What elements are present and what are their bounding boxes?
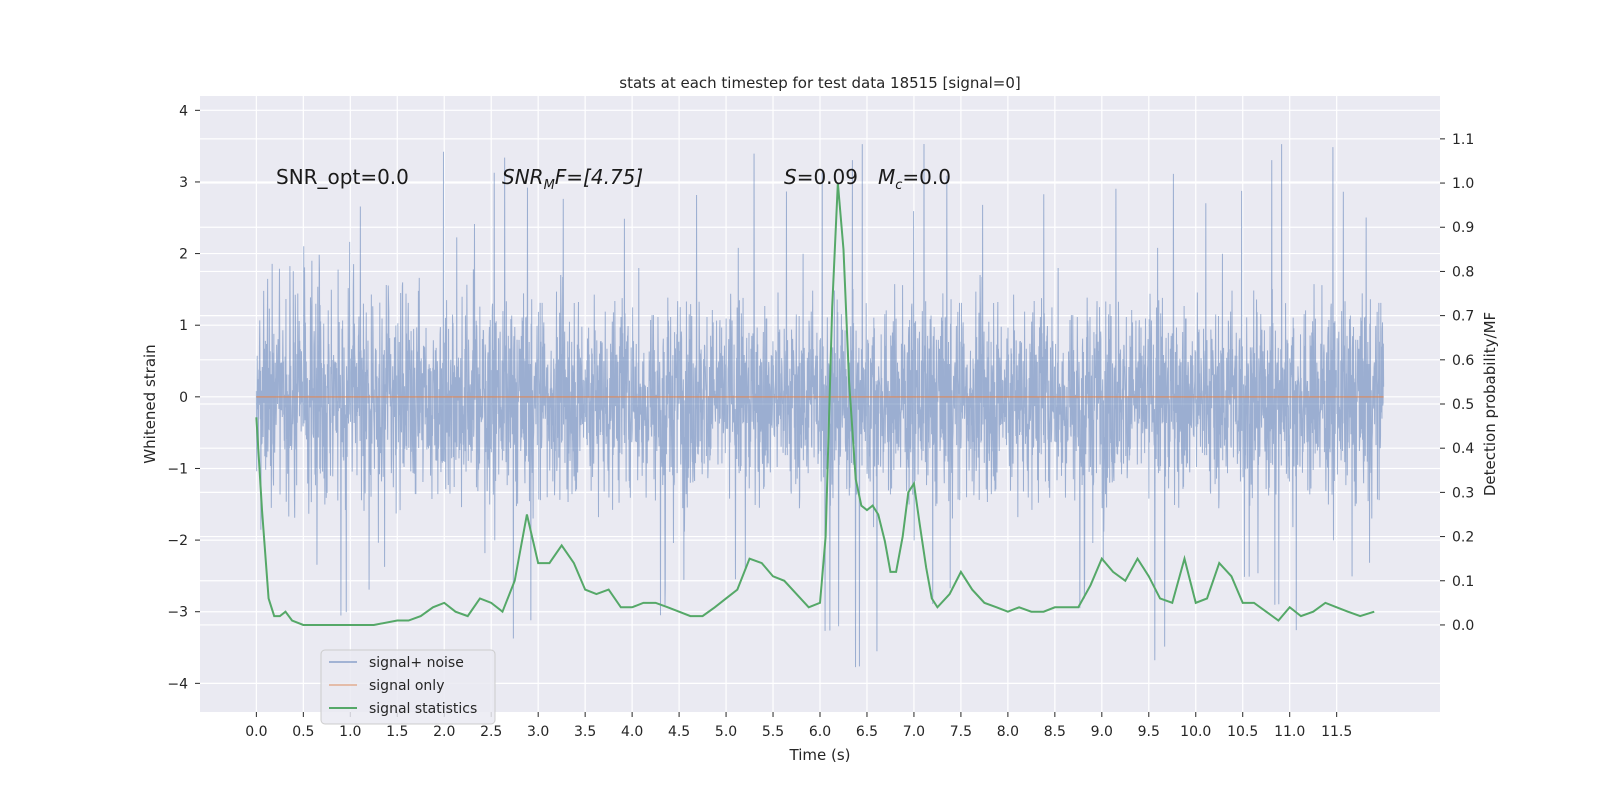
legend-label-signal-statistics: signal statistics [369, 701, 477, 717]
y2-tick-label: 0.5 [1452, 397, 1474, 413]
x-tick-label: 2.5 [480, 724, 502, 740]
x-tick-label: 4.0 [621, 724, 643, 740]
x-tick-label: 1.0 [339, 724, 361, 740]
y-tick-label: 0 [179, 390, 188, 406]
x-tick-label: 4.5 [668, 724, 690, 740]
x-tick-label: 3.5 [574, 724, 596, 740]
chart-title: stats at each timestep for test data 185… [619, 74, 1020, 92]
y2-tick-label: 0.9 [1452, 220, 1474, 236]
x-tick-label: 2.0 [433, 724, 455, 740]
y-tick-label: −4 [167, 676, 188, 692]
legend-label-signal-noise: signal+ noise [369, 655, 464, 671]
y2-tick-label: 1.1 [1452, 132, 1474, 148]
series-signal-statistics [255, 182, 1375, 626]
y2-tick-label: 0.6 [1452, 353, 1474, 369]
y2-tick-label: 0.8 [1452, 264, 1474, 280]
x-tick-label: 8.5 [1044, 724, 1066, 740]
x-tick-label: 7.5 [950, 724, 972, 740]
x-tick-label: 10.0 [1180, 724, 1211, 740]
annotation-s: S=0.09 [784, 165, 858, 189]
annotation-mc: Mc=0.0 [878, 165, 951, 193]
x-tick-label: 6.0 [809, 724, 831, 740]
legend-box [320, 649, 496, 725]
x-tick-label: 5.5 [762, 724, 784, 740]
x-tick-label: 6.5 [856, 724, 878, 740]
x-tick-label: 11.0 [1274, 724, 1305, 740]
y2-tick-label: 0.2 [1452, 530, 1474, 546]
y2-tick-label: 0.1 [1452, 574, 1474, 590]
y-tick-label: 2 [179, 247, 188, 263]
y-tick-label: −1 [167, 461, 188, 477]
axes: 0.0 0.5 1.0 1.5 2.0 2.5 3.0 3.5 4.0 4.5 5.0 5.5 6.0 6… [167, 103, 1474, 740]
x-tick-label: 0.0 [245, 724, 267, 740]
x-axis-title: Time (s) [789, 746, 851, 764]
series-signal-noise [255, 143, 1385, 668]
y-axis-title: Whitened strain [141, 344, 159, 463]
y-tick-label: 3 [179, 175, 188, 191]
legend-label-signal-only: signal only [369, 678, 444, 694]
x-tick-label: 5.0 [715, 724, 737, 740]
y2-axis-title: Detection probability/MF [1481, 312, 1499, 496]
y2-tick-label: 0.7 [1452, 309, 1474, 325]
y-tick-label: 4 [179, 103, 188, 119]
x-tick-label: 11.5 [1321, 724, 1352, 740]
x-tick-label: 1.5 [386, 724, 408, 740]
plot-area [255, 143, 1385, 668]
y-tick-label: −3 [167, 605, 188, 621]
annotation-snr-mf: SNRMF=[4.75] [502, 165, 643, 193]
y-tick-label: −2 [167, 533, 188, 549]
y2-tick-label: 1.0 [1452, 176, 1474, 192]
x-tick-label: 9.5 [1138, 724, 1160, 740]
y-tick-label: 1 [179, 318, 188, 334]
y2-tick-label: 0.4 [1452, 441, 1474, 457]
y2-tick-label: 0.3 [1452, 485, 1474, 501]
legend: signal+ noise signal only signal statist… [320, 649, 496, 725]
x-tick-label: 3.0 [527, 724, 549, 740]
x-tick-label: 8.0 [997, 724, 1019, 740]
x-tick-label: 7.0 [903, 724, 925, 740]
annotation-snr-opt: SNR_opt=0.0 [276, 165, 409, 189]
y2-tick-label: 0.0 [1452, 618, 1474, 634]
x-tick-label: 10.5 [1227, 724, 1258, 740]
x-tick-label: 0.5 [292, 724, 314, 740]
x-tick-label: 9.0 [1091, 724, 1113, 740]
